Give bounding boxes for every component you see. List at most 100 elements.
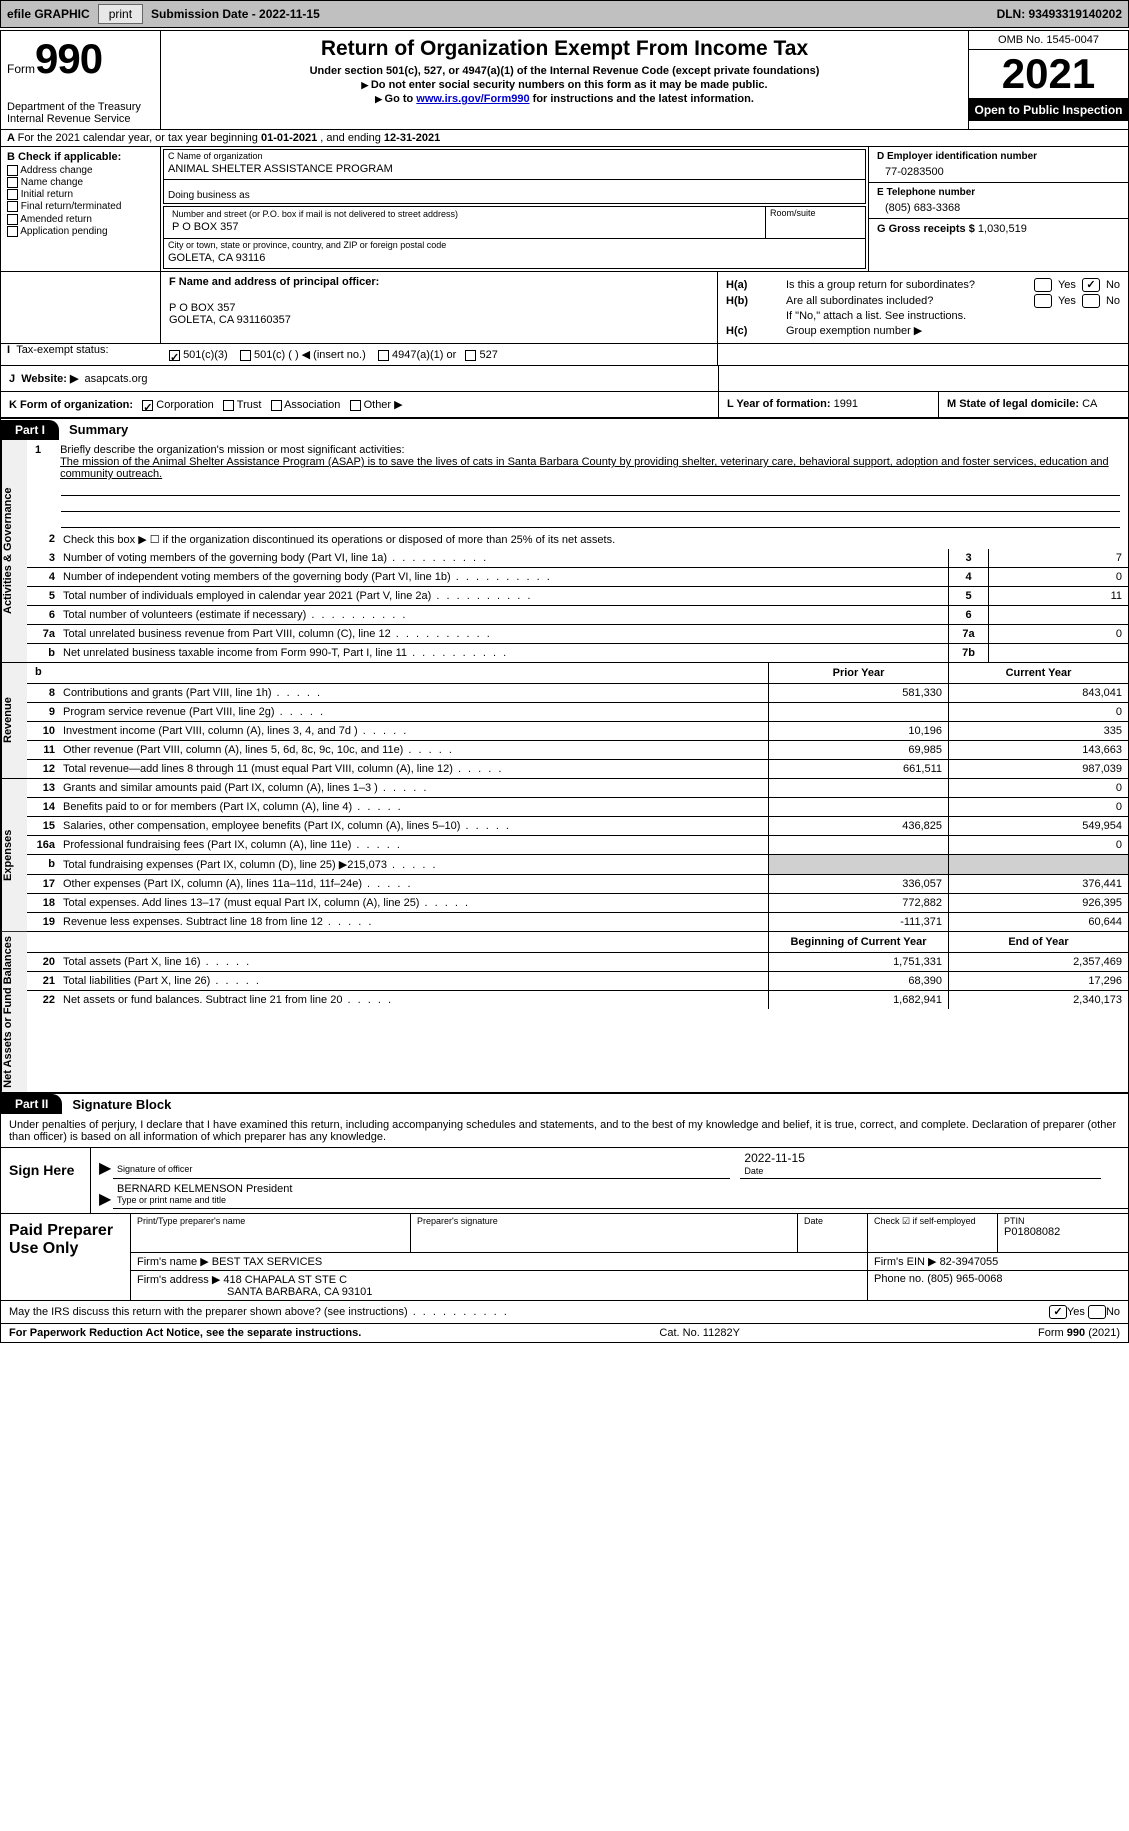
dept-treasury: Department of the Treasury bbox=[7, 101, 154, 113]
h-note: If "No," attach a list. See instructions… bbox=[786, 310, 1120, 322]
summary-line-3: 3Number of voting members of the governi… bbox=[27, 549, 1128, 568]
summary-line-b: bNet unrelated business taxable income f… bbox=[27, 644, 1128, 662]
box-d-e-g: D Employer identification number 77-0283… bbox=[868, 147, 1128, 271]
discuss-no[interactable] bbox=[1088, 1305, 1106, 1319]
website-value: asapcats.org bbox=[85, 373, 148, 385]
form-frame: Form990 Department of the Treasury Inter… bbox=[0, 30, 1129, 1343]
form-title: Return of Organization Exempt From Incom… bbox=[169, 37, 960, 61]
spacer-left bbox=[1, 272, 161, 343]
year-formation: L Year of formation: 1991 bbox=[718, 392, 938, 417]
box-h-group: H(a) Is this a group return for subordin… bbox=[718, 272, 1128, 343]
cb-initial-return[interactable]: Initial return bbox=[7, 189, 154, 200]
summary-expenses-group: Expenses 13Grants and similar amounts pa… bbox=[1, 779, 1128, 932]
cb-name-change[interactable]: Name change bbox=[7, 177, 154, 188]
signature-declaration: Under penalties of perjury, I declare th… bbox=[1, 1115, 1128, 1148]
cb-4947[interactable] bbox=[378, 350, 389, 361]
officer-name-field: BERNARD KELMENSON President Type or prin… bbox=[113, 1181, 1128, 1209]
preparer-date-cell: Date bbox=[798, 1214, 868, 1252]
summary-line-7a: 7aTotal unrelated business revenue from … bbox=[27, 625, 1128, 644]
efile-label: efile GRAPHIC bbox=[7, 7, 90, 21]
line-18: 18Total expenses. Add lines 13–17 (must … bbox=[27, 894, 1128, 913]
cb-association[interactable] bbox=[271, 400, 282, 411]
part-1-title: Summary bbox=[59, 419, 138, 440]
row-a-tax-year: A For the 2021 calendar year, or tax yea… bbox=[1, 130, 1128, 147]
omb-number: OMB No. 1545-0047 bbox=[969, 31, 1128, 50]
firm-phone-cell: Phone no. (805) 965-0068 bbox=[868, 1271, 1128, 1300]
firm-ein-cell: Firm's EIN ▶ 82-3947055 bbox=[868, 1253, 1128, 1270]
cb-trust[interactable] bbox=[223, 400, 234, 411]
line-14: 14Benefits paid to or for members (Part … bbox=[27, 798, 1128, 817]
h-b-yes[interactable] bbox=[1034, 294, 1052, 308]
cb-corporation[interactable] bbox=[142, 400, 153, 411]
summary-line-4: 4Number of independent voting members of… bbox=[27, 568, 1128, 587]
irs-label: Internal Revenue Service bbox=[7, 113, 154, 125]
h-a-no[interactable] bbox=[1082, 278, 1100, 292]
cat-no: Cat. No. 11282Y bbox=[361, 1327, 1038, 1339]
pra-notice: For Paperwork Reduction Act Notice, see … bbox=[9, 1327, 361, 1339]
ptin-cell: PTINP01808082 bbox=[998, 1214, 1128, 1252]
header-left: Form990 Department of the Treasury Inter… bbox=[1, 31, 161, 129]
self-employed-cell: Check ☑ if self-employed bbox=[868, 1214, 998, 1252]
officer-signature-field[interactable]: Signature of officer bbox=[113, 1150, 730, 1179]
part-1-header: Part I Summary bbox=[1, 419, 1128, 440]
summary-activities-group: Activities & Governance 1 Briefly descri… bbox=[1, 440, 1128, 663]
submission-date: Submission Date - 2022-11-15 bbox=[151, 7, 320, 21]
cb-501c3[interactable] bbox=[169, 350, 180, 361]
line-15: 15Salaries, other compensation, employee… bbox=[27, 817, 1128, 836]
sig-arrow-icon-2: ▶ bbox=[99, 1181, 113, 1209]
dln-label: DLN: 93493319140202 bbox=[997, 7, 1122, 21]
row-j-website: J Website: ▶ asapcats.org bbox=[1, 366, 1128, 392]
cb-application-pending[interactable]: Application pending bbox=[7, 226, 154, 237]
line-13: 13Grants and similar amounts paid (Part … bbox=[27, 779, 1128, 798]
section-b-c-d: B Check if applicable: Address change Na… bbox=[1, 147, 1128, 272]
summary-revenue-group: Revenue b Prior Year Current Year 8Contr… bbox=[1, 663, 1128, 779]
print-button[interactable]: print bbox=[98, 4, 143, 24]
mission-text: The mission of the Animal Shelter Assist… bbox=[60, 456, 1109, 480]
line-9: 9Program service revenue (Part VIII, lin… bbox=[27, 703, 1128, 722]
form-number: Form990 bbox=[7, 35, 154, 83]
summary-line-5: 5Total number of individuals employed in… bbox=[27, 587, 1128, 606]
tab-revenue: Revenue bbox=[1, 663, 27, 778]
paid-preparer-row: Paid Preparer Use Only Print/Type prepar… bbox=[1, 1214, 1128, 1301]
street-value: P O BOX 357 bbox=[168, 220, 761, 237]
irs-link[interactable]: www.irs.gov/Form990 bbox=[416, 93, 529, 105]
top-toolbar: efile GRAPHIC print Submission Date - 20… bbox=[0, 0, 1129, 28]
h-a-yes[interactable] bbox=[1034, 278, 1052, 292]
box-b-checkboxes: B Check if applicable: Address change Na… bbox=[1, 147, 161, 271]
firm-name-cell: Firm's name ▶ BEST TAX SERVICES bbox=[131, 1253, 868, 1270]
box-d-ein: D Employer identification number 77-0283… bbox=[869, 147, 1128, 183]
footer-row: For Paperwork Reduction Act Notice, see … bbox=[1, 1324, 1128, 1342]
subtitle-2: Do not enter social security numbers on … bbox=[169, 79, 960, 91]
sig-arrow-icon: ▶ bbox=[99, 1150, 113, 1179]
header-right: OMB No. 1545-0047 2021 Open to Public In… bbox=[968, 31, 1128, 129]
header-title-block: Return of Organization Exempt From Incom… bbox=[161, 31, 968, 129]
room-suite-label: Room/suite bbox=[765, 207, 865, 238]
cb-address-change[interactable]: Address change bbox=[7, 165, 154, 176]
assets-header: Beginning of Current Year End of Year bbox=[27, 932, 1128, 953]
paid-preparer-label: Paid Preparer Use Only bbox=[1, 1214, 131, 1300]
cb-other[interactable] bbox=[350, 400, 361, 411]
line-20: 20Total assets (Part X, line 16)1,751,33… bbox=[27, 953, 1128, 972]
row-i-label: I Tax-exempt status: bbox=[1, 344, 161, 365]
line-12: 12Total revenue—add lines 8 through 11 (… bbox=[27, 760, 1128, 778]
part-2-badge: Part II bbox=[1, 1094, 62, 1114]
preparer-name-cell: Print/Type preparer's name bbox=[131, 1214, 411, 1252]
sign-here-label: Sign Here bbox=[1, 1148, 91, 1213]
line-17: 17Other expenses (Part IX, column (A), l… bbox=[27, 875, 1128, 894]
row-i-right-spacer bbox=[718, 344, 1128, 365]
cb-501c[interactable] bbox=[240, 350, 251, 361]
cb-527[interactable] bbox=[465, 350, 476, 361]
box-e-phone: E Telephone number (805) 683-3368 bbox=[869, 183, 1128, 219]
row-i-j-wrap: I Tax-exempt status: 501(c)(3) 501(c) ( … bbox=[1, 344, 1128, 366]
discuss-yes[interactable] bbox=[1049, 1305, 1067, 1319]
tab-activities: Activities & Governance bbox=[1, 440, 27, 662]
form-990-page: efile GRAPHIC print Submission Date - 20… bbox=[0, 0, 1129, 1343]
firm-address-cell: Firm's address ▶ 418 CHAPALA ST STE C SA… bbox=[131, 1271, 868, 1300]
form-ref: Form 990 (2021) bbox=[1038, 1327, 1120, 1339]
cb-amended-return[interactable]: Amended return bbox=[7, 214, 154, 225]
ein-value: 77-0283500 bbox=[877, 162, 1120, 178]
cb-final-return[interactable]: Final return/terminated bbox=[7, 201, 154, 212]
line-2: 2 Check this box ▶ ☐ if the organization… bbox=[27, 530, 1128, 549]
box-g-gross: G Gross receipts $ 1,030,519 bbox=[869, 219, 1128, 239]
h-b-no[interactable] bbox=[1082, 294, 1100, 308]
